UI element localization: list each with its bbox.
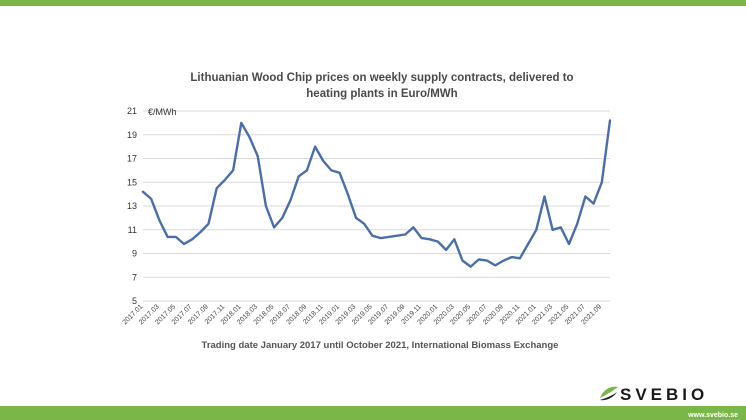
- data-point: [191, 238, 193, 241]
- data-point: [601, 181, 603, 184]
- data-point: [347, 193, 349, 195]
- data-point: [306, 169, 308, 172]
- data-point: [461, 259, 464, 262]
- data-point: [551, 228, 554, 231]
- data-point: [142, 190, 144, 193]
- data-point: [576, 223, 579, 225]
- bottom-accent-bar: www.svebio.se: [0, 406, 746, 420]
- data-point: [560, 226, 562, 229]
- data-point: [445, 249, 447, 251]
- data-point: [527, 243, 529, 245]
- data-point: [453, 238, 456, 241]
- logo-text: SVEBIO: [620, 385, 709, 404]
- data-point: [150, 198, 152, 200]
- data-point: [469, 265, 472, 268]
- y-tick-label: 15: [127, 177, 137, 187]
- data-point: [387, 236, 390, 238]
- data-point: [183, 243, 185, 245]
- data-point: [404, 233, 406, 236]
- data-point: [281, 217, 284, 219]
- y-tick-label: 11: [128, 225, 137, 235]
- data-point: [355, 217, 357, 219]
- data-point: [363, 223, 366, 225]
- data-point: [543, 195, 546, 198]
- data-point: [174, 236, 177, 238]
- data-point: [248, 136, 251, 138]
- data-point: [273, 226, 275, 229]
- y-tick-label: 19: [127, 130, 137, 140]
- svebio-logo: SVEBIO: [598, 384, 738, 404]
- data-point: [338, 171, 341, 174]
- data-point: [265, 205, 267, 207]
- data-point: [224, 179, 226, 181]
- data-point: [371, 234, 374, 237]
- top-accent-bar: [0, 0, 746, 6]
- data-point: [486, 259, 488, 262]
- data-point: [412, 226, 415, 229]
- data-point: [314, 145, 316, 148]
- data-point: [232, 169, 234, 172]
- logo-leaf-icon: [600, 386, 618, 401]
- y-axis-unit: €/MWh: [148, 107, 177, 117]
- data-point: [584, 195, 587, 198]
- y-axis-ticks: 5 7 9 11 13 15 17 19 21: [127, 106, 137, 306]
- data-point: [297, 175, 300, 178]
- data-point: [428, 238, 431, 241]
- data-point: [199, 231, 202, 233]
- x-axis-ticks: 2017.012017.032017.052017.072017.092017.…: [122, 303, 604, 326]
- data-point: [519, 257, 521, 260]
- y-tick-label: 17: [127, 154, 137, 164]
- data-point: [592, 202, 595, 205]
- x-axis-label: Trading date January 2017 until October …: [202, 340, 559, 351]
- data-point: [330, 169, 333, 172]
- data-point: [240, 122, 243, 124]
- data-point: [166, 236, 169, 238]
- data-point: [256, 155, 259, 157]
- data-point: [215, 187, 218, 189]
- y-tick-label: 7: [132, 272, 137, 282]
- chart-title-line-2: heating plants in Euro/MWh: [306, 88, 457, 100]
- data-point: [609, 119, 611, 122]
- series-group: [141, 119, 612, 268]
- data-point: [396, 234, 398, 237]
- y-tick-label: 21: [127, 106, 137, 116]
- chart-title-line-1: Lithuanian Wood Chip prices on weekly su…: [190, 72, 573, 84]
- data-point: [535, 228, 538, 231]
- data-point: [420, 237, 423, 239]
- data-point: [510, 256, 513, 258]
- data-point: [158, 219, 161, 222]
- series-line: [141, 119, 612, 268]
- data-point: [207, 223, 210, 225]
- y-tick-label: 9: [132, 249, 137, 259]
- data-point: [289, 199, 292, 201]
- data-point: [494, 264, 497, 267]
- data-point: [322, 160, 325, 162]
- data-point: [568, 243, 570, 245]
- data-point: [502, 259, 505, 262]
- website-url: www.svebio.se: [688, 412, 738, 419]
- data-point: [437, 240, 439, 243]
- y-tick-label: 5: [132, 296, 137, 306]
- y-tick-label: 13: [127, 201, 137, 211]
- gridlines: [143, 110, 610, 302]
- data-point: [478, 258, 480, 261]
- data-point: [379, 237, 382, 239]
